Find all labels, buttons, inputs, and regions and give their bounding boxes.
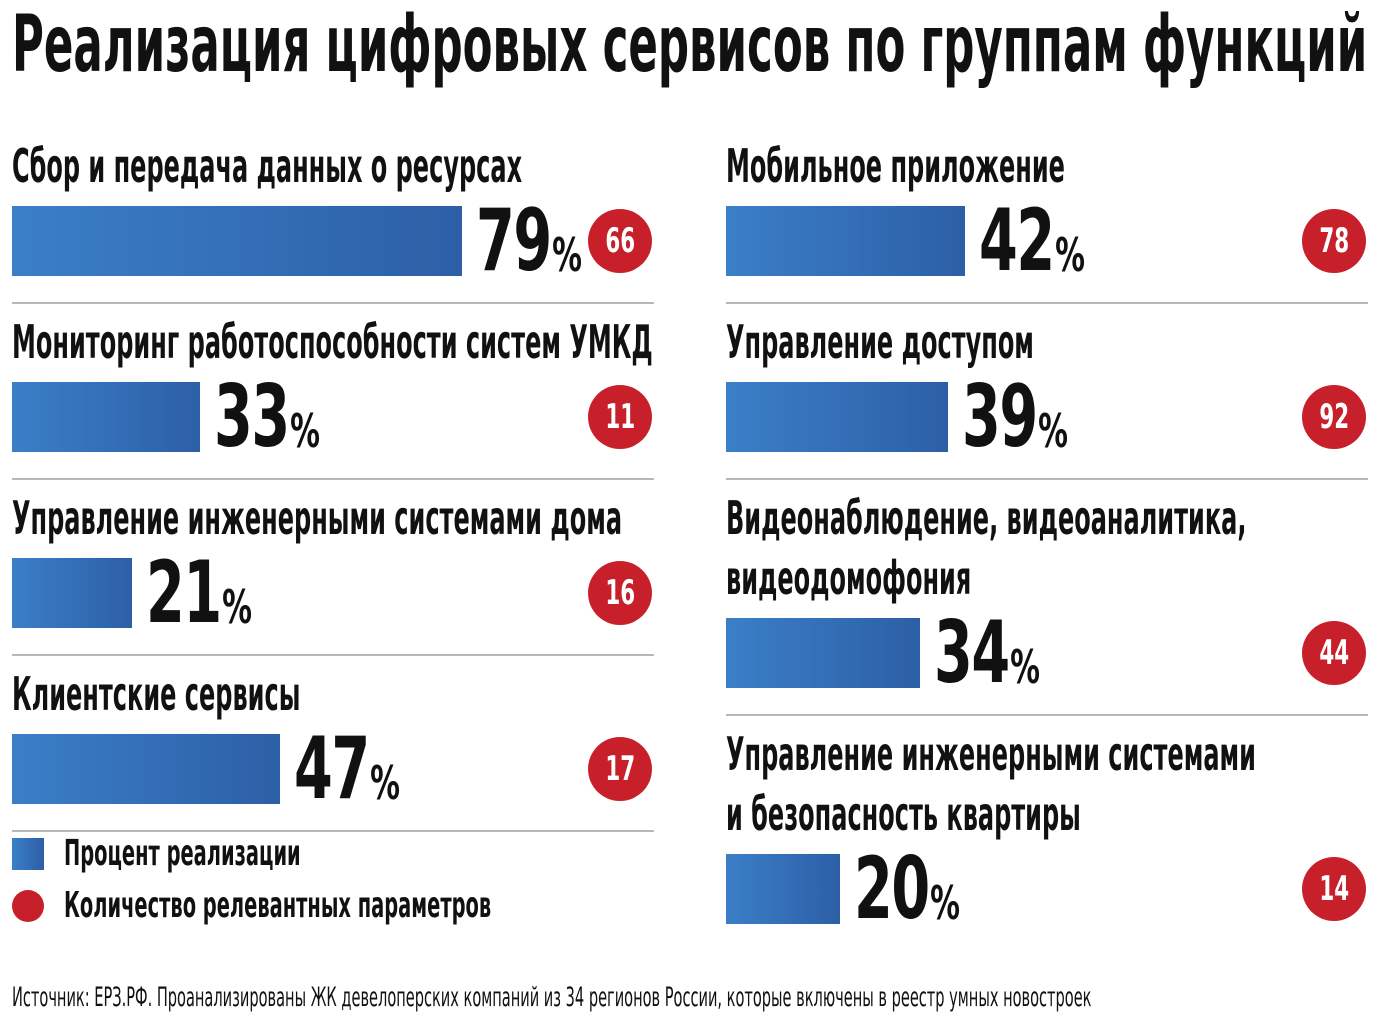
- percent-value: 47: [294, 719, 370, 819]
- source-note: Источник: ЕРЗ.РФ. Проанализированы ЖК де…: [12, 982, 1092, 1013]
- count-value: 66: [605, 221, 635, 261]
- bar-label: Клиентские сервисы: [12, 664, 300, 724]
- bar-row: Видеонаблюдение, видеоаналитика, видеодом…: [726, 480, 1368, 716]
- percent-sign: %: [1038, 404, 1068, 458]
- bar-label: Управление инженерными системами дома: [12, 488, 622, 548]
- percent-sign: %: [1010, 640, 1040, 694]
- count-badge: 11: [588, 385, 652, 449]
- count-badge: 92: [1302, 385, 1366, 449]
- bar-label-line: Клиентские сервисы: [12, 667, 301, 721]
- count-value: 11: [605, 397, 635, 437]
- bar-label-line: и безопасность квартиры: [726, 787, 1081, 841]
- legend-dot-label: Количество релевантных параметров: [64, 885, 492, 926]
- percent-sign: %: [370, 756, 400, 810]
- bar-label-line: Управление инженерными системами: [726, 727, 1256, 781]
- percent-value: 20: [854, 839, 930, 939]
- bar-row: Управление инженерными системами и безопа…: [726, 716, 1368, 952]
- bar: [12, 558, 132, 628]
- bar-row: Управление инженерными системами дома 21%…: [12, 480, 654, 656]
- percent-value: 33: [214, 367, 290, 467]
- count-value: 78: [1319, 221, 1349, 261]
- bar: [12, 734, 280, 804]
- count-value: 14: [1319, 869, 1349, 909]
- bar-label: Управление инженерными системами и безопа…: [726, 724, 1256, 844]
- bar-label: Управление доступом: [726, 312, 1034, 372]
- legend-bar-label: Процент реализации: [64, 833, 301, 874]
- percent-value: 42: [979, 191, 1055, 291]
- count-badge: 14: [1302, 857, 1366, 921]
- bar-label-line: Видеонаблюдение, видеоаналитика,: [726, 491, 1247, 545]
- percent-value: 21: [146, 543, 222, 643]
- legend-bar-swatch: [12, 838, 44, 870]
- percent-sign: %: [290, 404, 320, 458]
- chart-title: Реализация цифровых сервисов по группам …: [12, 0, 1368, 90]
- percent-value: 79: [476, 191, 552, 291]
- percent-label: 79%: [476, 198, 582, 284]
- bar-row: Клиентские сервисы 47% 17: [12, 656, 654, 832]
- count-badge: 17: [588, 737, 652, 801]
- bar-row: Управление доступом 39% 92: [726, 304, 1368, 480]
- bar-label-line: Мобильное приложение: [726, 139, 1065, 193]
- bar: [726, 854, 840, 924]
- bar: [726, 618, 920, 688]
- legend-item-count: Количество релевантных параметров: [12, 880, 654, 932]
- bar: [12, 206, 462, 276]
- bar-label: Мобильное приложение: [726, 136, 1065, 196]
- percent-sign: %: [1055, 228, 1085, 282]
- count-value: 44: [1319, 633, 1349, 673]
- percent-label: 20%: [854, 846, 960, 932]
- count-value: 17: [605, 749, 635, 789]
- bar-row: Мобильное приложение 42% 78: [726, 128, 1368, 304]
- bar-label-line: Управление доступом: [726, 315, 1034, 369]
- bar-label-line: Сбор и передача данных о ресурсах: [12, 139, 523, 193]
- bar: [726, 206, 965, 276]
- bar: [12, 382, 200, 452]
- percent-label: 21%: [146, 550, 252, 636]
- percent-label: 33%: [214, 374, 320, 460]
- bar-label-line: Управление инженерными системами дома: [12, 491, 623, 545]
- bar-row: Сбор и передача данных о ресурсах 79% 66: [12, 128, 654, 304]
- count-value: 16: [605, 573, 635, 613]
- count-badge: 78: [1302, 209, 1366, 273]
- percent-label: 39%: [962, 374, 1068, 460]
- bar-label: Видеонаблюдение, видеоаналитика, видеодом…: [726, 488, 1246, 608]
- bar-label-line: видеодомофония: [726, 551, 972, 605]
- legend-dot-swatch: [12, 890, 44, 922]
- bar: [726, 382, 948, 452]
- percent-sign: %: [552, 228, 582, 282]
- count-badge: 44: [1302, 621, 1366, 685]
- percent-label: 34%: [934, 610, 1040, 696]
- bar-label: Сбор и передача данных о ресурсах: [12, 136, 522, 196]
- percent-label: 42%: [979, 198, 1085, 284]
- legend-item-percent: Процент реализации: [12, 828, 654, 880]
- percent-value: 34: [934, 603, 1010, 703]
- bar-label-line: Мониторинг работоспособности систем УМКД: [12, 315, 653, 369]
- bar-row: Мониторинг работоспособности систем УМКД…: [12, 304, 654, 480]
- bar-label: Мониторинг работоспособности систем УМКД: [12, 312, 653, 372]
- percent-value: 39: [962, 367, 1038, 467]
- count-badge: 66: [588, 209, 652, 273]
- chart-column-left: Сбор и передача данных о ресурсах 79% 66 Мо…: [12, 128, 654, 832]
- count-badge: 16: [588, 561, 652, 625]
- percent-label: 47%: [294, 726, 400, 812]
- count-value: 92: [1319, 397, 1349, 437]
- percent-sign: %: [930, 876, 960, 930]
- chart-column-right: Мобильное приложение 42% 78 Управление дост…: [726, 128, 1368, 952]
- legend: Процент реализации Количество релевантны…: [12, 828, 654, 932]
- percent-sign: %: [222, 580, 252, 634]
